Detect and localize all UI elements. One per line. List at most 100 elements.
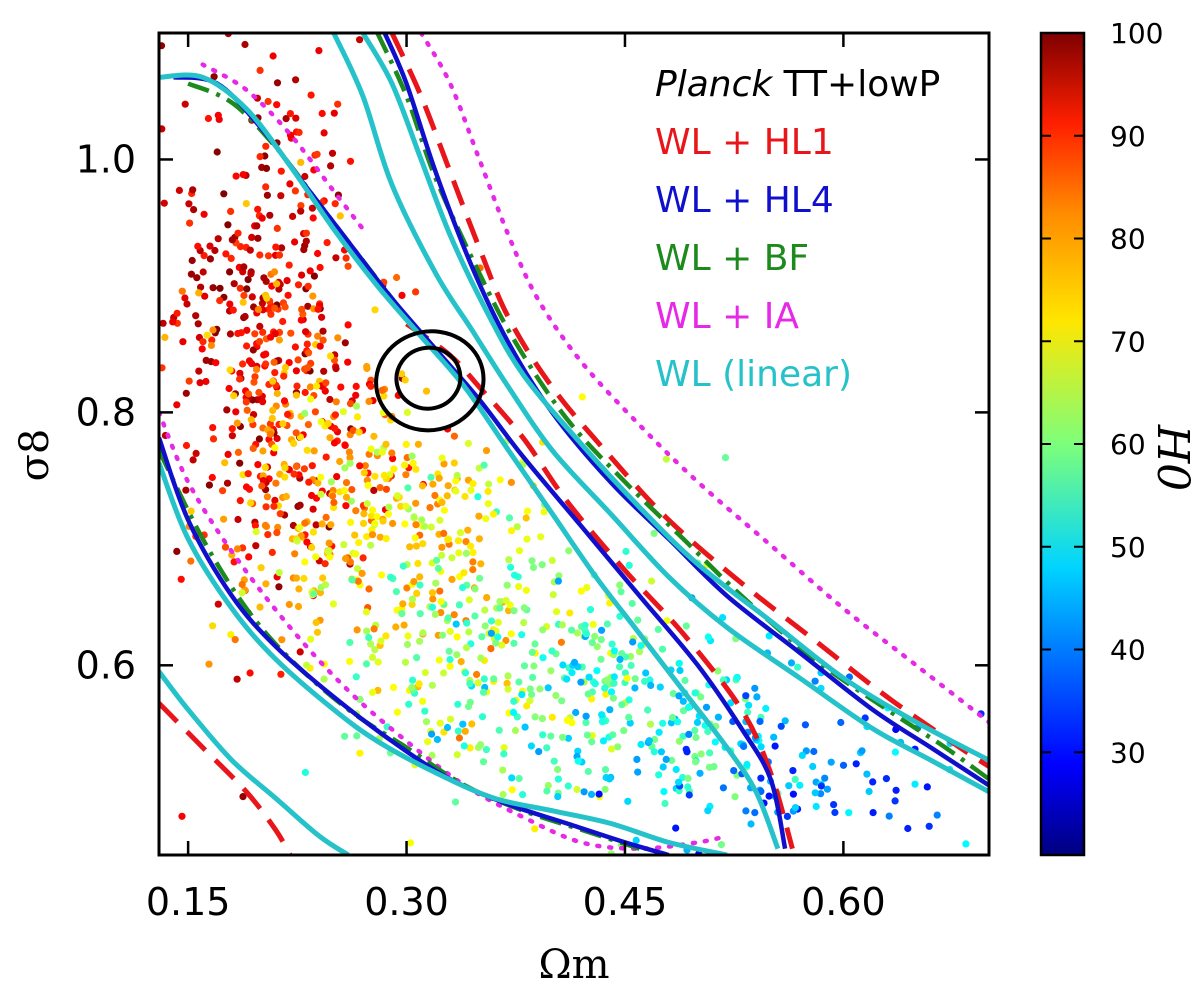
scatter-point: [691, 726, 699, 735]
scatter-point: [456, 529, 465, 537]
scatter-point: [399, 562, 407, 570]
scatter-point: [346, 400, 355, 408]
scatter-point: [568, 719, 576, 727]
scatter-point: [285, 261, 293, 269]
scatter-point: [266, 211, 274, 219]
scatter-point: [531, 640, 539, 648]
scatter-point: [684, 774, 692, 783]
scatter-point: [821, 774, 829, 782]
scatter-point: [607, 688, 616, 696]
scatter-point: [616, 655, 624, 664]
scatter-point: [320, 367, 328, 375]
scatter-point: [314, 332, 322, 340]
scatter-point: [727, 699, 735, 707]
scatter-point: [363, 500, 371, 508]
scatter-point: [402, 502, 410, 510]
scatter-point: [359, 519, 368, 528]
scatter-point: [617, 588, 625, 596]
scatter-point: [209, 424, 217, 432]
scatter-point: [360, 469, 368, 477]
scatter-point: [657, 748, 666, 756]
scatter-point: [837, 718, 845, 727]
scatter-point: [292, 574, 301, 582]
scatter-point: [464, 702, 473, 711]
scatter-point: [573, 629, 582, 637]
scatter-point: [446, 627, 454, 636]
scatter-point: [685, 791, 693, 799]
scatter-point: [195, 367, 203, 375]
scatter-point: [320, 675, 328, 683]
scatter-point: [380, 471, 388, 479]
scatter-point: [398, 370, 406, 378]
scatter-point: [236, 459, 244, 467]
scatter-point: [310, 272, 318, 280]
scatter-point: [367, 541, 375, 549]
scatter-point: [845, 809, 853, 817]
scatter-point: [204, 114, 212, 123]
scatter-point: [279, 420, 287, 428]
scatter-point: [301, 409, 309, 417]
scatter-point: [304, 282, 312, 290]
scatter-point: [697, 693, 705, 701]
scatter-point: [438, 551, 446, 559]
scatter-point: [309, 528, 317, 536]
scatter-point: [199, 338, 207, 346]
scatter-point: [362, 660, 371, 668]
scatter-point: [264, 97, 272, 106]
scatter-point: [668, 713, 677, 722]
scatter-point: [616, 581, 624, 589]
scatter-point: [273, 79, 282, 87]
scatter-point: [448, 554, 456, 562]
scatter-point: [580, 788, 588, 796]
scatter-point: [538, 715, 547, 723]
scatter-point: [676, 666, 684, 675]
scatter-point: [192, 312, 200, 320]
scatter-point: [261, 521, 269, 530]
scatter-point: [368, 512, 376, 520]
scatter-point: [682, 622, 690, 630]
scatter-point: [672, 824, 680, 832]
scatter-point: [173, 401, 181, 409]
scatter-point: [398, 291, 406, 299]
scatter-point: [370, 432, 378, 440]
scatter-point: [549, 591, 557, 599]
scatter-point: [801, 721, 810, 729]
scatter-point: [378, 571, 386, 579]
scatter-point: [292, 114, 300, 122]
scatter-point: [481, 622, 489, 630]
scatter-point: [254, 234, 262, 242]
scatter-point: [628, 599, 636, 608]
scatter-point: [342, 502, 350, 510]
scatter-point: [209, 622, 217, 630]
scatter-point: [465, 596, 473, 604]
scatter-point: [269, 52, 277, 60]
scatter-point: [380, 392, 388, 400]
scatter-point: [446, 662, 454, 670]
scatter-point: [685, 730, 693, 739]
scatter-point: [438, 454, 446, 462]
scatter-point: [266, 420, 274, 428]
scatter-point: [192, 449, 200, 457]
scatter-point: [660, 788, 668, 796]
x-tick-label: 0.60: [801, 880, 886, 924]
scatter-point: [481, 606, 489, 614]
scatter-point: [581, 621, 589, 629]
scatter-point: [440, 506, 448, 514]
scatter-point: [368, 688, 377, 697]
scatter-point: [352, 550, 360, 558]
scatter-point: [655, 771, 663, 779]
scatter-point: [277, 670, 285, 678]
scatter-point: [515, 547, 524, 555]
scatter-point: [273, 280, 281, 288]
scatter-point: [392, 588, 400, 596]
scatter-point: [178, 812, 186, 820]
scatter-point: [585, 673, 593, 681]
scatter-point: [645, 737, 653, 745]
scatter-point: [312, 618, 320, 627]
scatter-point: [367, 445, 375, 453]
scatter-point: [301, 388, 309, 397]
scatter-point: [306, 383, 314, 391]
scatter-point: [336, 212, 344, 220]
scatter-point: [301, 172, 309, 181]
scatter-point: [278, 636, 286, 644]
